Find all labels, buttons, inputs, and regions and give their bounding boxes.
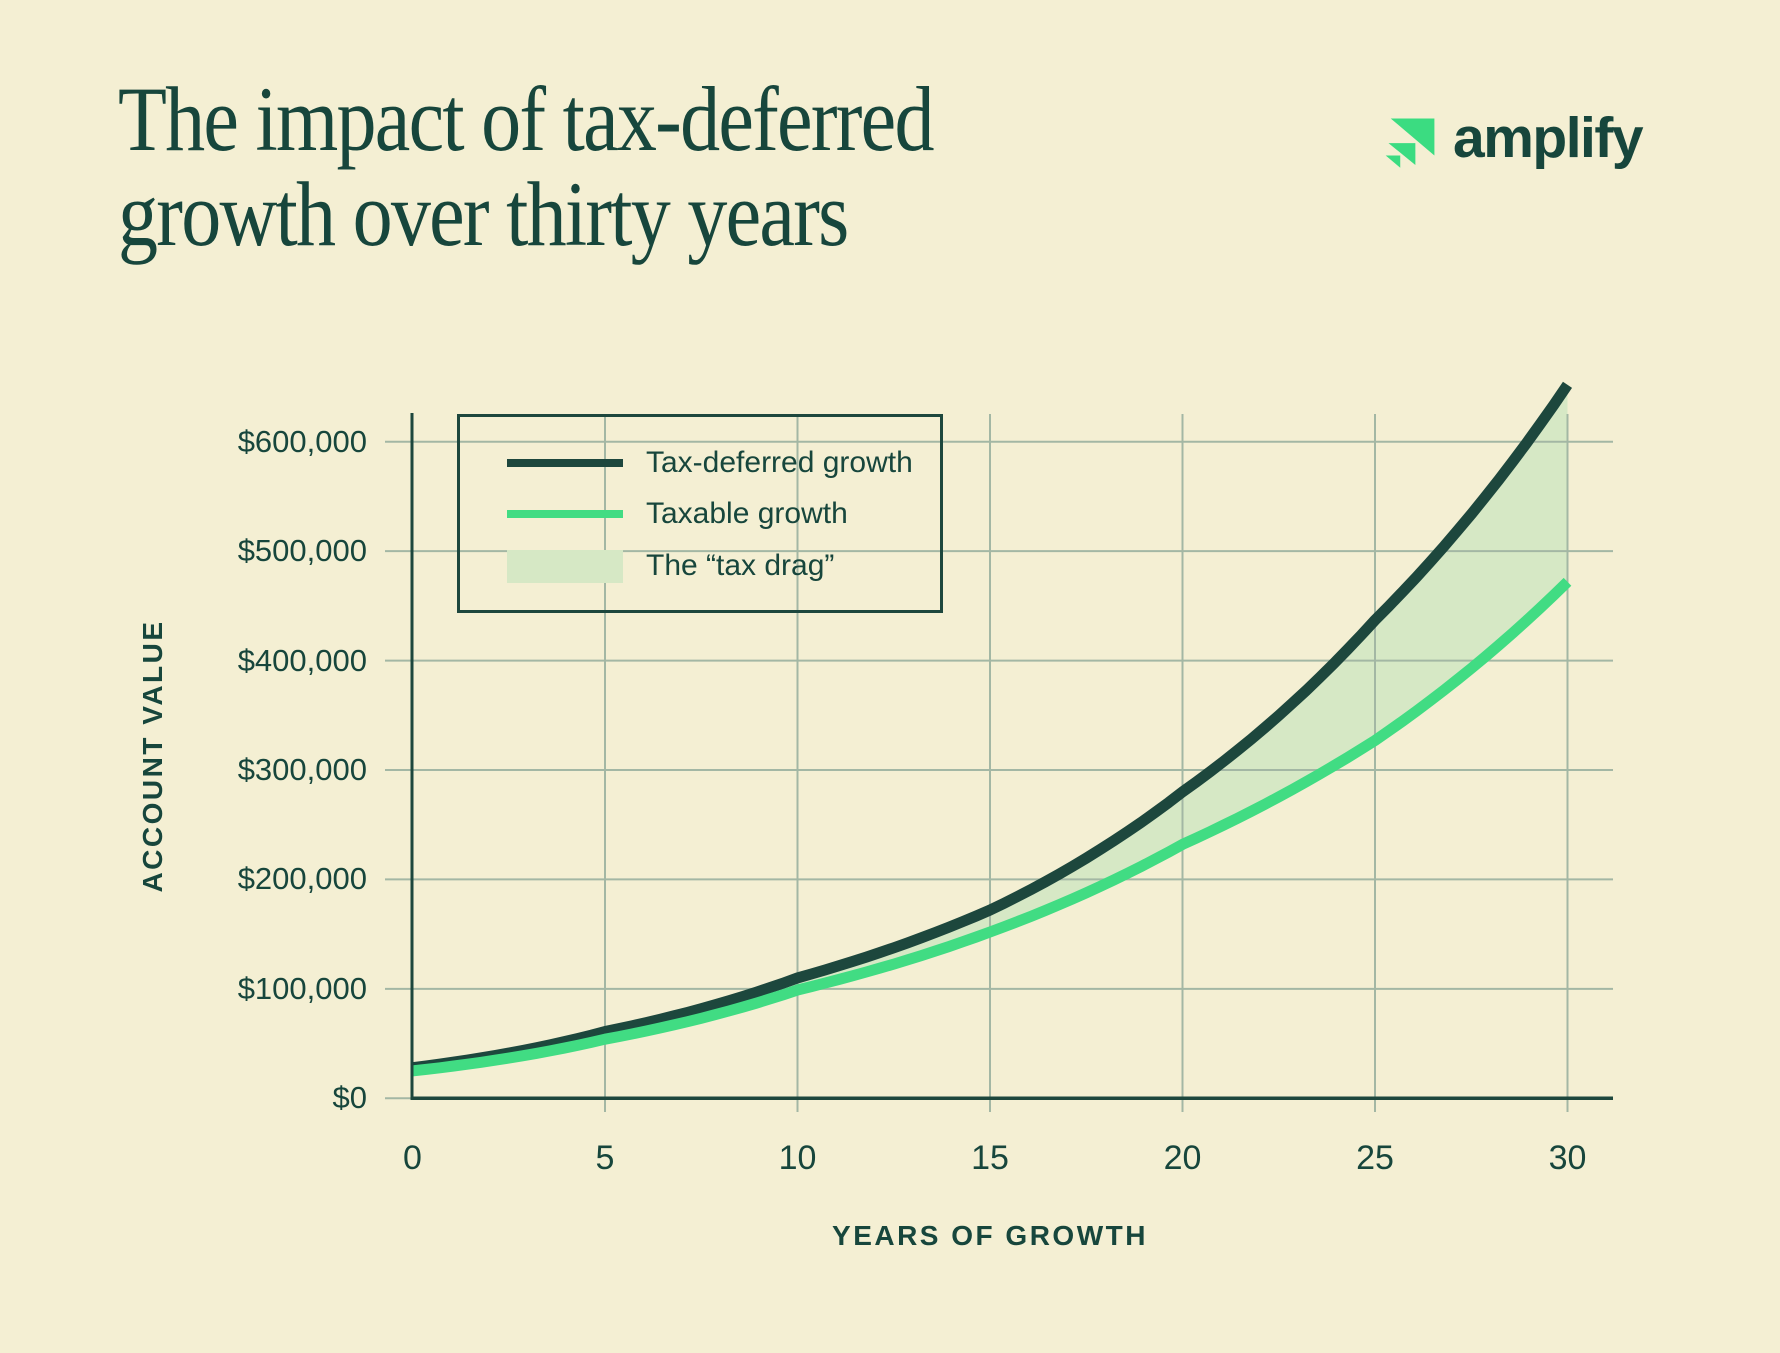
y-tick-label: $300,000 <box>237 752 367 787</box>
legend-entry-tax-drag: The “tax drag” <box>507 544 834 588</box>
amplify-logo-text: amplify <box>1453 106 1644 170</box>
taxable-curve <box>411 577 1572 1077</box>
legend-entry-tax-deferred: Tax-deferred growth <box>507 441 913 485</box>
y-tick-label: $0 <box>332 1080 367 1116</box>
gridlines <box>385 414 1613 1112</box>
y-tick-label: $100,000 <box>237 970 367 1006</box>
legend-label-tax-drag: The “tax drag” <box>646 549 835 582</box>
y-tick-label: $200,000 <box>237 861 367 897</box>
axes <box>410 413 1613 1101</box>
x-axis-title: YEARS OF GROWTH <box>832 1220 1148 1251</box>
x-tick-label: 0 <box>403 1139 422 1177</box>
x-tick-label: 15 <box>971 1139 1009 1177</box>
brand-logo: amplify <box>1384 106 1644 172</box>
page-title-line-2: growth over thirty years <box>118 163 849 265</box>
x-tick-label: 20 <box>1163 1139 1202 1177</box>
page-title: The impact of tax-deferred growth over t… <box>118 68 934 265</box>
y-axis-title: ACCOUNT VALUE <box>137 619 168 893</box>
y-tick-label: $400,000 <box>237 642 367 678</box>
legend-label-tax-deferred: Tax-deferred growth <box>646 446 913 479</box>
legend-swatch-tax-drag <box>507 549 623 583</box>
legend-entry-taxable: Taxable growth <box>507 492 848 536</box>
legend-label-taxable: Taxable growth <box>646 497 848 530</box>
x-tick-label: 30 <box>1548 1139 1587 1177</box>
amplify-logo-icon <box>1385 118 1435 168</box>
x-tick-label: 5 <box>595 1139 615 1177</box>
page-title-line-1: The impact of tax-deferred <box>118 68 934 170</box>
y-tick-label: $500,000 <box>237 533 367 569</box>
legend-swatch-tax-deferred <box>507 459 623 467</box>
y-tick-label: $600,000 <box>237 423 367 459</box>
tax-drag-area <box>412 384 1568 1071</box>
x-tick-label: 25 <box>1356 1139 1394 1177</box>
tax-deferred-curve <box>411 381 1573 1074</box>
legend-swatch-taxable <box>507 510 623 518</box>
x-tick-label: 10 <box>778 1139 817 1177</box>
chart-legend: Tax-deferred growth Taxable growth The “… <box>457 414 943 613</box>
